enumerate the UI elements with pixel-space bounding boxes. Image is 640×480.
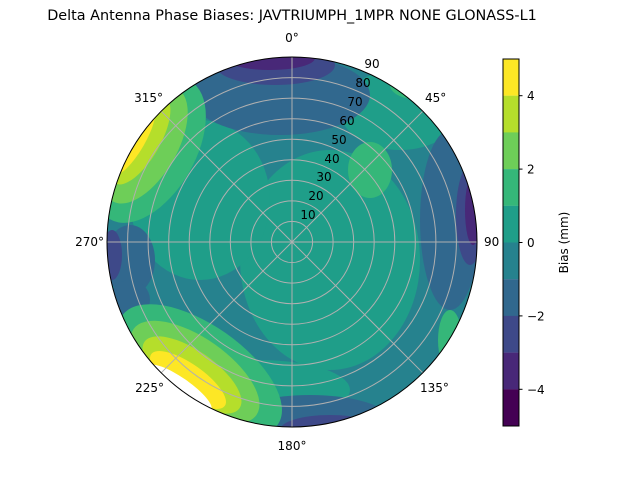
radial-label-50: 50 xyxy=(331,133,346,147)
polar-frame xyxy=(106,56,478,428)
radial-label-20: 20 xyxy=(308,189,323,203)
colorbar-tick-2: 2 xyxy=(527,163,535,177)
radial-tick-labels: 10 20 30 40 50 60 70 80 90 xyxy=(300,57,379,222)
angle-label-270: 270° xyxy=(75,235,104,249)
colorbar-label: Bias (mm) xyxy=(557,212,571,274)
angle-label-180: 180° xyxy=(278,439,307,453)
radial-label-80: 80 xyxy=(355,76,370,90)
angle-label-225: 225° xyxy=(135,381,164,395)
colorbar-tick-0: 0 xyxy=(527,236,535,250)
angle-label-90: 90 xyxy=(484,235,499,249)
angular-tick-labels: 0° 45° 90 135° 180° 225° 270° 315° xyxy=(75,31,499,453)
angle-label-315: 315° xyxy=(134,91,163,105)
colorbar: 4 2 0 −2 −4 Bias (mm) xyxy=(502,58,571,427)
radial-label-60: 60 xyxy=(339,114,354,128)
radial-label-30: 30 xyxy=(316,170,331,184)
colorbar-tick-neg4: −4 xyxy=(527,383,545,397)
colorbar-tick-neg2: −2 xyxy=(527,310,545,324)
radial-grid xyxy=(107,57,477,427)
angle-label-135: 135° xyxy=(420,381,449,395)
radial-label-70: 70 xyxy=(347,95,362,109)
radial-label-40: 40 xyxy=(324,152,339,166)
radial-label-90: 90 xyxy=(364,57,379,71)
angle-label-0: 0° xyxy=(285,31,299,45)
angle-label-45: 45° xyxy=(425,91,446,105)
colorbar-tick-4: 4 xyxy=(527,89,535,103)
chart-title: Delta Antenna Phase Biases: JAVTRIUMPH_1… xyxy=(47,8,537,24)
radial-label-10: 10 xyxy=(300,208,315,222)
